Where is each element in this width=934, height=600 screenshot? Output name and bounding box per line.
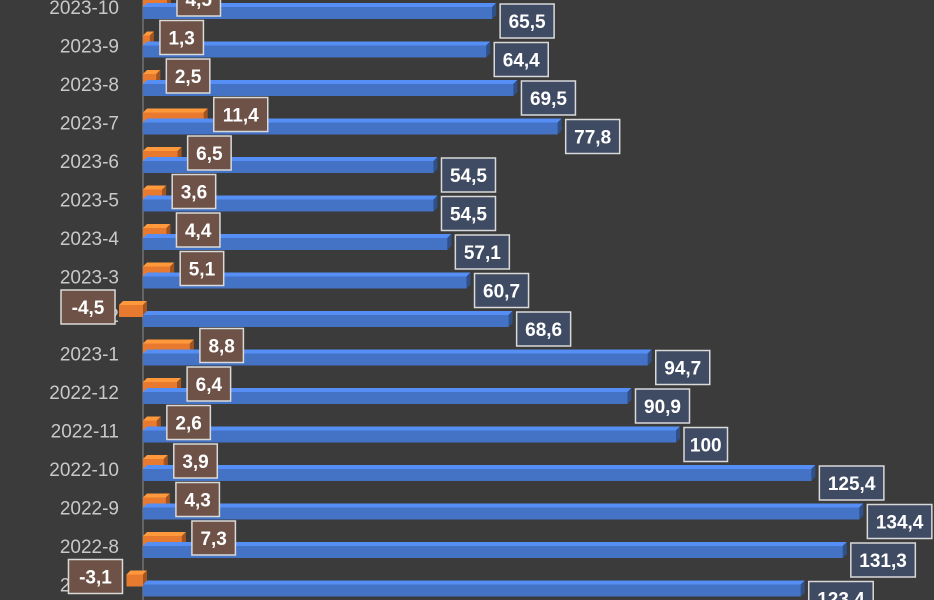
- category-label: 2023-10: [49, 0, 119, 19]
- svg-text:68,6: 68,6: [525, 320, 562, 341]
- data-label-orange: 6,4: [186, 366, 232, 402]
- svg-text:64,4: 64,4: [503, 51, 540, 72]
- data-label-orange: 2,6: [166, 404, 212, 441]
- svg-text:6,4: 6,4: [196, 375, 223, 396]
- svg-text:2,5: 2,5: [175, 67, 202, 88]
- data-label-blue: 125,4: [818, 465, 885, 501]
- bar-blue: [143, 349, 652, 366]
- bar-orange: [126, 570, 147, 587]
- bar-orange: [119, 301, 147, 317]
- svg-text:7,3: 7,3: [200, 529, 226, 550]
- category-label: 2023-7: [60, 114, 119, 135]
- category-label: 2023-3: [60, 268, 119, 289]
- svg-text:54,5: 54,5: [450, 205, 487, 226]
- svg-text:90,9: 90,9: [644, 397, 681, 418]
- data-label-blue: 60,7: [473, 272, 530, 309]
- data-label-blue: 100: [683, 426, 729, 463]
- data-label-blue: 90,9: [634, 388, 691, 424]
- data-label-blue: 69,5: [520, 80, 577, 116]
- data-label-blue: 54,5: [440, 195, 497, 232]
- category-label: 2022-8: [60, 537, 119, 558]
- svg-text:6,5: 6,5: [196, 144, 223, 165]
- data-label-blue: 54,5: [440, 157, 497, 193]
- category-label: 2022-9: [60, 499, 119, 520]
- bar-blue: [143, 3, 497, 19]
- data-label-blue: 68,6: [515, 311, 572, 347]
- data-label-blue: 64,4: [493, 41, 550, 78]
- svg-text:4,4: 4,4: [185, 221, 212, 242]
- data-label-orange: 4,3: [175, 481, 221, 518]
- data-label-orange: 2,5: [165, 58, 211, 94]
- svg-text:3,6: 3,6: [181, 183, 207, 204]
- data-label-orange: 6,5: [186, 135, 232, 171]
- category-label: 2023-8: [60, 75, 119, 96]
- svg-text:1,3: 1,3: [168, 29, 194, 50]
- category-label: 2023-5: [60, 191, 119, 212]
- svg-text:4,5: 4,5: [186, 0, 213, 11]
- data-label-orange: 1,3: [159, 19, 205, 56]
- svg-text:5,1: 5,1: [189, 260, 216, 281]
- data-label-blue: 131,3: [850, 542, 917, 578]
- bar-blue: [143, 503, 864, 520]
- data-label-orange: 8,8: [199, 327, 245, 364]
- bar-blue: [143, 426, 680, 443]
- svg-text:2,6: 2,6: [175, 414, 201, 435]
- data-label-blue: 57,1: [454, 234, 511, 270]
- svg-text:125,4: 125,4: [828, 474, 876, 495]
- category-label: 2023-6: [60, 152, 119, 173]
- svg-text:54,5: 54,5: [450, 166, 487, 187]
- data-label-orange: -4,5: [60, 289, 116, 325]
- svg-text:100: 100: [690, 436, 722, 457]
- svg-text:11,4: 11,4: [223, 106, 259, 127]
- data-label-orange: 3,9: [173, 443, 219, 479]
- svg-text:57,1: 57,1: [464, 243, 501, 264]
- svg-text:77,8: 77,8: [574, 128, 611, 149]
- bar-blue: [143, 465, 816, 481]
- bar-blue: [143, 41, 491, 58]
- data-label-blue: 134,4: [866, 503, 933, 540]
- svg-text:-4,5: -4,5: [72, 298, 105, 319]
- bar-blue: [143, 388, 632, 404]
- category-label: 2022-12: [49, 383, 119, 404]
- bar-blue: [143, 580, 805, 597]
- svg-text:4,3: 4,3: [184, 491, 210, 512]
- bar-blue: [143, 80, 518, 96]
- data-label-blue: 65,5: [499, 3, 555, 39]
- category-label: 2023-1: [60, 345, 119, 366]
- svg-text:69,5: 69,5: [530, 89, 567, 110]
- category-label: 2023-4: [60, 229, 120, 250]
- category-label: 2022-10: [49, 460, 119, 481]
- data-label-blue: 123,4: [807, 580, 874, 600]
- category-label: 2022-11: [51, 422, 119, 443]
- svg-text:94,7: 94,7: [664, 359, 701, 380]
- data-label-orange: 3,6: [171, 173, 217, 210]
- svg-text:60,7: 60,7: [483, 282, 520, 303]
- data-label-orange: -3,1: [67, 558, 124, 595]
- svg-text:-3,1: -3,1: [79, 568, 112, 589]
- svg-text:123,4: 123,4: [817, 590, 865, 600]
- bar-blue: [143, 542, 847, 558]
- svg-text:8,8: 8,8: [208, 337, 234, 358]
- svg-text:131,3: 131,3: [859, 551, 907, 572]
- data-label-orange: 5,1: [179, 250, 225, 287]
- data-label-blue: 94,7: [655, 349, 711, 386]
- svg-text:65,5: 65,5: [509, 12, 546, 33]
- bar-blue: [143, 311, 513, 327]
- svg-text:134,4: 134,4: [876, 513, 924, 534]
- data-label-orange: 4,5: [176, 0, 222, 17]
- svg-text:3,9: 3,9: [182, 452, 208, 473]
- bar-blue: [143, 118, 562, 135]
- data-label-orange: 4,4: [175, 212, 221, 248]
- category-label: 2023-9: [60, 37, 119, 58]
- data-label-blue: 77,8: [564, 118, 621, 155]
- data-label-orange: 7,3: [191, 520, 237, 556]
- data-label-orange: 11,4: [213, 96, 269, 133]
